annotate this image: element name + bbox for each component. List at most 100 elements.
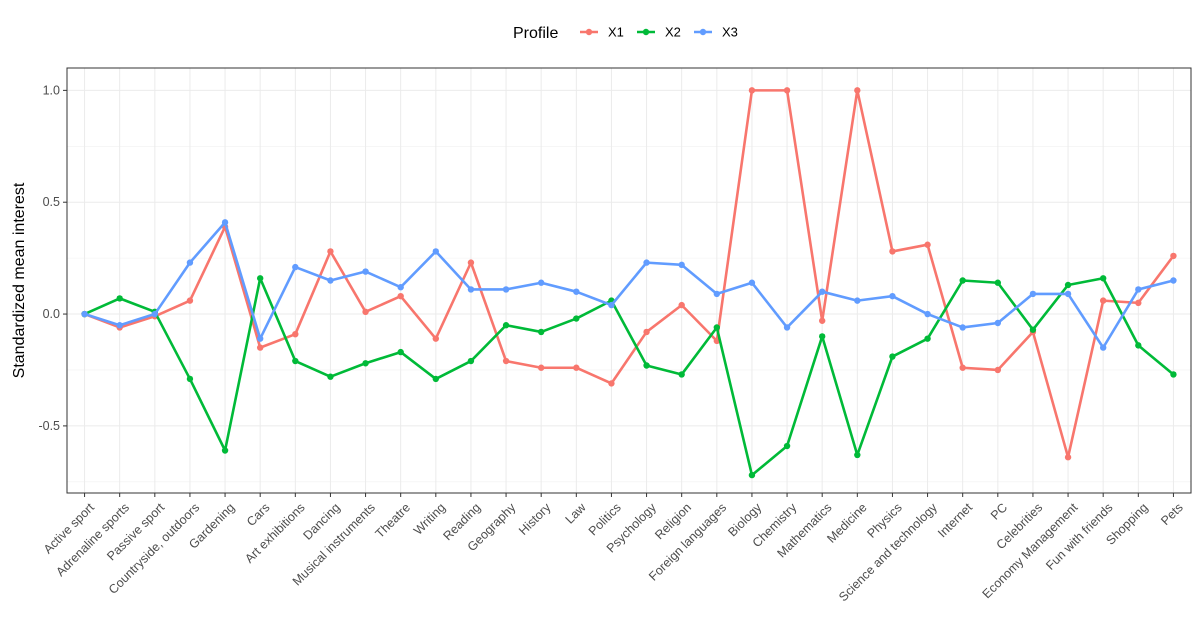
data-point-x3 (537, 279, 545, 286)
series-layer (81, 87, 1177, 479)
data-point-x3 (397, 284, 404, 291)
y-tick-label: -0.5 (38, 419, 60, 433)
legend-key-point-x3 (699, 28, 707, 36)
y-axis: -0.5 0.0 0.5 1.0 (38, 83, 67, 433)
data-point-x2 (678, 371, 685, 378)
data-point-x3 (327, 277, 334, 284)
data-point-x3 (889, 292, 896, 300)
data-point-x1 (537, 364, 545, 371)
data-point-x1 (573, 364, 580, 371)
legend-label-x3: X3 (722, 25, 738, 40)
data-point-x3 (151, 310, 159, 318)
data-point-x1 (292, 330, 299, 338)
data-point-x1 (432, 335, 440, 342)
data-point-x2 (362, 360, 369, 367)
data-point-x3 (994, 319, 1002, 327)
legend-key-point-x1 (585, 28, 593, 36)
data-point-x2 (537, 328, 545, 336)
data-point-x2 (221, 447, 229, 454)
data-point-x1 (362, 308, 369, 316)
data-point-x2 (573, 315, 580, 322)
data-point-x2 (748, 471, 756, 479)
data-point-x3 (748, 279, 756, 286)
data-point-x3 (256, 335, 264, 342)
data-point-x3 (186, 259, 194, 266)
data-point-x2 (467, 357, 475, 365)
data-point-x2 (1135, 342, 1142, 349)
data-point-x1 (256, 344, 264, 351)
data-point-x2 (1029, 326, 1037, 333)
data-point-x1 (327, 248, 334, 255)
data-point-x1 (854, 87, 861, 94)
data-point-x3 (362, 268, 369, 275)
data-point-x3 (713, 290, 721, 298)
legend-key-point-x2 (642, 28, 650, 36)
data-point-x2 (994, 279, 1002, 286)
y-tick-label: 1.0 (43, 83, 60, 97)
plot-background (67, 68, 1191, 493)
data-point-x3 (818, 288, 826, 295)
data-point-x2 (432, 375, 440, 383)
data-point-x3 (643, 259, 650, 266)
x-tick-label: PC (988, 500, 1010, 522)
data-point-x3 (854, 297, 861, 304)
data-point-x2 (256, 275, 264, 282)
data-point-x2 (116, 295, 123, 302)
data-point-x2 (889, 353, 896, 360)
data-point-x2 (1099, 275, 1107, 282)
x-tick-label: Cars (244, 500, 273, 529)
x-tick-label: Pets (1158, 500, 1186, 528)
data-point-x2 (783, 442, 791, 450)
data-point-x3 (81, 310, 88, 318)
plot-border (66, 67, 1192, 494)
series-line-x3 (83, 221, 1175, 349)
data-point-x1 (467, 259, 475, 266)
data-point-x2 (186, 375, 194, 383)
data-point-x2 (959, 277, 966, 284)
legend-title: Profile (513, 25, 558, 42)
data-point-x1 (1170, 252, 1177, 260)
data-point-x2 (643, 362, 650, 369)
data-point-x3 (959, 324, 966, 331)
data-point-x2 (502, 322, 510, 329)
data-point-x2 (713, 324, 721, 331)
y-axis-title: Standardized mean interest (11, 182, 28, 378)
data-point-x1 (1064, 454, 1072, 461)
data-point-x1 (678, 301, 685, 309)
x-tick-label: History (516, 500, 554, 538)
data-point-x3 (1029, 290, 1037, 298)
data-point-x1 (397, 292, 404, 300)
data-point-x1 (502, 357, 510, 365)
data-point-x1 (924, 241, 931, 248)
data-point-x3 (924, 310, 931, 318)
data-point-x3 (432, 248, 440, 255)
data-point-x1 (643, 328, 650, 336)
data-point-x1 (889, 248, 896, 255)
data-point-x3 (573, 288, 580, 295)
plot-panel (66, 67, 1192, 494)
series-line-x1 (83, 89, 1175, 459)
data-point-x2 (292, 357, 299, 365)
data-point-x1 (818, 317, 826, 324)
y-tick-label: 0.5 (43, 195, 60, 209)
legend-label-x1: X1 (608, 25, 624, 40)
data-point-x2 (1064, 281, 1072, 289)
data-point-x3 (783, 324, 791, 331)
data-point-x2 (854, 451, 861, 459)
data-point-x2 (327, 373, 334, 380)
legend: Profile X1 X2 X3 (513, 25, 738, 43)
data-point-x3 (608, 301, 615, 309)
data-point-x1 (783, 87, 791, 94)
data-point-x1 (1135, 299, 1142, 307)
data-point-x3 (116, 322, 123, 329)
data-point-x3 (292, 263, 299, 271)
legend-items: X1 X2 X3 (580, 25, 738, 40)
y-tick-label: 0.0 (43, 307, 60, 321)
x-tick-label: Law (563, 500, 590, 527)
legend-label-x2: X2 (665, 25, 681, 40)
data-point-x1 (608, 380, 615, 387)
data-point-x1 (994, 366, 1002, 374)
data-point-x3 (467, 286, 475, 293)
data-point-x1 (959, 364, 966, 371)
